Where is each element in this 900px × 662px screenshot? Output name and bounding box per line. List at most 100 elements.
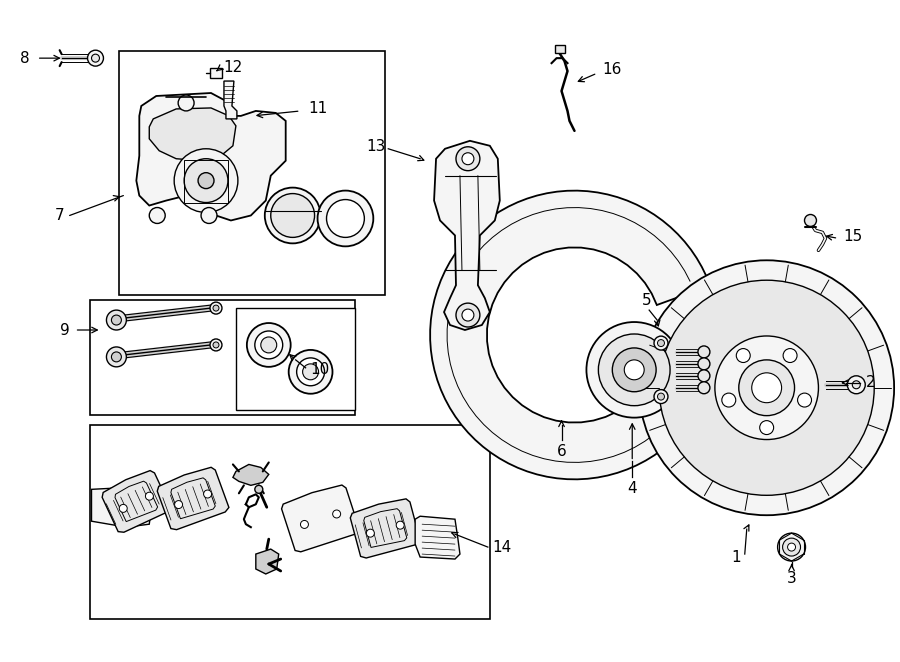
Circle shape [301, 520, 309, 528]
Polygon shape [434, 141, 500, 330]
Circle shape [201, 207, 217, 224]
Text: 13: 13 [366, 139, 385, 154]
Circle shape [146, 492, 153, 500]
Bar [210, 68, 222, 78]
Polygon shape [136, 93, 285, 220]
Circle shape [112, 352, 122, 362]
Polygon shape [171, 478, 215, 519]
Circle shape [87, 50, 104, 66]
Text: 10: 10 [310, 362, 329, 377]
Bar [554, 45, 564, 53]
Text: 5: 5 [643, 293, 652, 308]
Circle shape [760, 420, 774, 434]
Circle shape [302, 364, 319, 380]
Circle shape [639, 260, 894, 515]
Text: 6: 6 [557, 444, 566, 459]
Circle shape [149, 207, 166, 224]
Circle shape [654, 336, 668, 350]
Circle shape [120, 504, 127, 512]
Polygon shape [233, 465, 269, 485]
Circle shape [198, 173, 214, 189]
Circle shape [462, 153, 474, 165]
Text: 16: 16 [602, 62, 622, 77]
Circle shape [736, 349, 751, 363]
Circle shape [783, 538, 800, 556]
Circle shape [255, 485, 263, 493]
Circle shape [847, 376, 865, 394]
Bar [89, 300, 356, 414]
Polygon shape [149, 108, 236, 161]
Circle shape [255, 331, 283, 359]
Text: 7: 7 [55, 208, 65, 223]
Circle shape [698, 370, 710, 382]
Circle shape [587, 322, 682, 418]
Text: 12: 12 [223, 60, 242, 75]
Circle shape [247, 323, 291, 367]
Polygon shape [224, 81, 237, 119]
Circle shape [739, 360, 795, 416]
Circle shape [318, 191, 374, 246]
Circle shape [752, 373, 781, 402]
Circle shape [333, 510, 340, 518]
Circle shape [203, 490, 212, 498]
Circle shape [658, 340, 664, 347]
Circle shape [698, 382, 710, 394]
Polygon shape [103, 471, 170, 532]
Bar [89, 424, 490, 619]
Circle shape [715, 336, 818, 440]
Bar [184, 160, 228, 203]
Circle shape [271, 193, 315, 238]
Circle shape [625, 360, 644, 380]
Text: 1: 1 [731, 549, 741, 565]
Circle shape [112, 315, 122, 325]
Text: 2: 2 [866, 375, 876, 391]
Circle shape [456, 303, 480, 327]
Polygon shape [92, 487, 153, 527]
Text: 14: 14 [491, 540, 511, 555]
Circle shape [722, 393, 736, 407]
Circle shape [106, 347, 126, 367]
Circle shape [213, 342, 219, 348]
Circle shape [213, 305, 219, 311]
Circle shape [366, 529, 374, 537]
Circle shape [612, 348, 656, 392]
Circle shape [210, 302, 222, 314]
Text: 9: 9 [60, 322, 69, 338]
Circle shape [175, 500, 183, 508]
Circle shape [178, 95, 194, 111]
Circle shape [175, 149, 238, 213]
Circle shape [462, 309, 474, 321]
Circle shape [261, 337, 276, 353]
Circle shape [797, 393, 812, 407]
Circle shape [805, 214, 816, 226]
Polygon shape [430, 191, 710, 479]
Circle shape [327, 199, 364, 238]
Circle shape [852, 381, 860, 389]
Polygon shape [415, 516, 460, 559]
Circle shape [396, 521, 404, 529]
Circle shape [297, 358, 325, 386]
Polygon shape [115, 481, 158, 522]
Circle shape [598, 334, 670, 406]
Circle shape [184, 159, 228, 203]
Circle shape [788, 543, 796, 551]
Circle shape [783, 349, 797, 363]
Circle shape [778, 533, 806, 561]
Text: 8: 8 [20, 51, 30, 66]
Polygon shape [350, 499, 420, 558]
Polygon shape [158, 467, 229, 530]
Circle shape [92, 54, 100, 62]
Circle shape [289, 350, 332, 394]
Circle shape [658, 393, 664, 400]
Text: 4: 4 [627, 481, 637, 496]
Circle shape [659, 280, 874, 495]
Circle shape [698, 346, 710, 358]
Polygon shape [364, 508, 407, 547]
Text: 3: 3 [787, 571, 796, 586]
Bar [236, 308, 356, 410]
Polygon shape [256, 549, 279, 574]
Circle shape [698, 358, 710, 370]
Polygon shape [282, 485, 359, 552]
Circle shape [265, 187, 320, 244]
Circle shape [654, 390, 668, 404]
